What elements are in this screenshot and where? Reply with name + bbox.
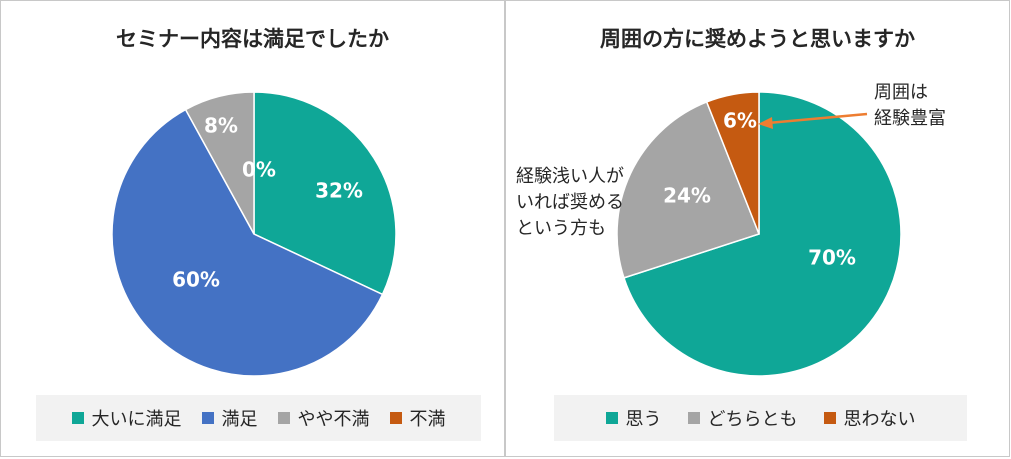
data-label-very-satisfied: 32% bbox=[315, 179, 363, 203]
data-label-yes: 70% bbox=[808, 246, 856, 270]
data-label-no: 6% bbox=[723, 109, 757, 133]
pie-slice-no bbox=[705, 91, 760, 235]
annotation-line: という方も bbox=[516, 218, 606, 239]
legend-label: やや不満 bbox=[297, 409, 370, 430]
data-label-satisfied: 60% bbox=[172, 268, 220, 292]
annotation-line: いれば奨める bbox=[516, 192, 624, 213]
pie-chart-satisfaction: 32% 60% 8%0% bbox=[111, 91, 397, 377]
annotation-experienced: 周囲は 経験豊富 bbox=[874, 80, 946, 132]
legend-swatch bbox=[277, 412, 290, 424]
data-label-dissatisfied: 0% bbox=[242, 158, 276, 182]
legend-label: 思う bbox=[625, 409, 662, 430]
legend-item-very-satisfied: 大いに満足 bbox=[71, 405, 182, 431]
legend-label: 大いに満足 bbox=[91, 409, 182, 430]
legend-swatch bbox=[201, 412, 214, 424]
legend-item-somewhat-dissatisfied: やや不満 bbox=[277, 405, 370, 431]
legend-swatch bbox=[605, 412, 618, 424]
chart-title: 周囲の方に奨めようと思いますか bbox=[600, 27, 915, 51]
pie-slice-very-satisfied bbox=[253, 91, 397, 296]
legend: 大いに満足 満足 やや不満 不満 bbox=[36, 395, 481, 441]
annotation-arrowhead bbox=[758, 117, 773, 129]
annotation-inexperienced: 経験浅い人が いれば奨める という方も bbox=[516, 164, 624, 242]
legend-item-no: 思わない bbox=[823, 405, 916, 431]
pie-slice-yes bbox=[623, 91, 902, 377]
legend-swatch bbox=[823, 412, 836, 424]
legend-item-yes: 思う bbox=[605, 405, 662, 431]
legend-item-satisfied: 満足 bbox=[201, 405, 258, 431]
legend-label: どちらとも bbox=[707, 409, 798, 430]
chart-panel-recommend: 周囲の方に奨めようと思いますか 70% 24% 6% 経験浅い人が いれば奨める と… bbox=[505, 0, 1010, 457]
chart-panel-satisfaction: セミナー内容は満足でしたか 32% 60% 8% 0% 大いに満足 満足 やや不満 不… bbox=[0, 0, 505, 457]
legend-swatch bbox=[71, 412, 84, 424]
legend-item-neutral: どちらとも bbox=[687, 405, 798, 431]
pie-slice-satisfied bbox=[111, 108, 384, 377]
legend-label: 思わない bbox=[843, 409, 916, 430]
annotation-arrow bbox=[767, 112, 868, 125]
legend: 思う どちらとも 思わない bbox=[554, 395, 967, 441]
legend-item-dissatisfied: 不満 bbox=[389, 405, 446, 431]
chart-title: セミナー内容は満足でしたか bbox=[116, 27, 389, 51]
annotation-line: 経験豊富 bbox=[874, 108, 946, 129]
legend-swatch bbox=[687, 412, 700, 424]
data-label-somewhat-dissatisfied: 8% bbox=[204, 114, 238, 138]
legend-label: 不満 bbox=[409, 409, 446, 430]
annotation-line: 経験浅い人が bbox=[516, 166, 624, 187]
annotation-line: 周囲は bbox=[874, 82, 928, 103]
legend-swatch bbox=[389, 412, 402, 424]
pie-slice-somewhat-dissatisfied bbox=[184, 91, 255, 235]
legend-label: 満足 bbox=[221, 409, 258, 430]
data-label-neutral: 24% bbox=[663, 184, 711, 208]
pie-chart-recommend: 70% 24% 6% bbox=[616, 91, 902, 377]
